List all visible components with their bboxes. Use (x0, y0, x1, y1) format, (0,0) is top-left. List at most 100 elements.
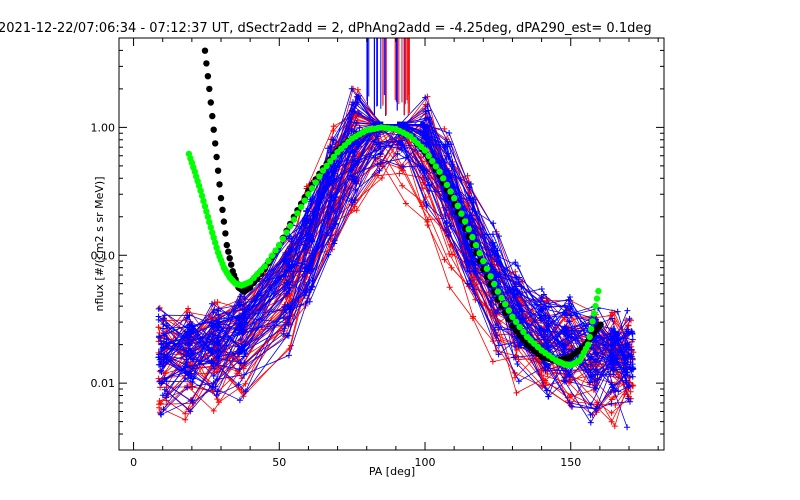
trace-marker (542, 367, 549, 374)
trace-marker (215, 347, 222, 354)
x-tick-label-0: 0 (130, 456, 137, 469)
trace-marker (443, 219, 450, 226)
trace-marker (401, 121, 408, 128)
trace-marker (624, 307, 631, 314)
trace-marker (471, 261, 478, 267)
trace-marker (349, 157, 356, 164)
trace-marker (327, 203, 334, 210)
trace-marker (544, 387, 551, 394)
trace-marker (242, 388, 249, 395)
trace-marker (189, 399, 196, 406)
trace-marker (328, 192, 335, 199)
fit-point-1 (212, 239, 219, 246)
fit-point-1 (272, 247, 279, 254)
blue-trace-50 (160, 153, 628, 428)
trace-marker (592, 349, 599, 356)
trace-marker (513, 309, 520, 316)
fit-point-1 (197, 187, 204, 194)
fit-point-1 (443, 181, 451, 189)
trace-marker (376, 167, 383, 174)
trace-marker (302, 231, 309, 238)
trace-marker (587, 419, 594, 426)
trace-marker (538, 294, 545, 301)
trace-marker (241, 295, 248, 302)
fit-point-0 (214, 167, 222, 174)
trace-marker (586, 379, 593, 386)
trace-marker (561, 323, 568, 330)
fit-point-1 (432, 163, 440, 170)
fit-point-1 (283, 229, 290, 236)
trace-marker (235, 381, 242, 388)
fit-point-1 (191, 168, 198, 175)
fit-point-1 (429, 157, 436, 165)
trace-marker (210, 365, 217, 372)
trace-marker (622, 368, 629, 375)
trace-marker (185, 331, 192, 338)
trace-marker (394, 150, 401, 157)
trace-marker (568, 347, 575, 354)
fit-point-0 (212, 140, 219, 147)
fit-point-1 (451, 194, 458, 202)
trace-marker (331, 237, 338, 244)
trace-marker (567, 394, 573, 400)
trace-marker (566, 300, 573, 307)
trace-marker (184, 335, 191, 341)
trace-marker (545, 393, 552, 400)
trace-marker (592, 384, 599, 391)
trace-marker (377, 160, 384, 167)
trace-marker (302, 264, 309, 271)
trace-marker (306, 298, 313, 305)
trace-marker (163, 322, 170, 329)
fit-point-1 (200, 197, 207, 205)
trace-marker (611, 423, 618, 430)
trace-marker (446, 251, 453, 257)
trace-marker (568, 311, 575, 318)
trace-marker (542, 377, 549, 384)
trace-marker (183, 349, 190, 355)
fit-point-1 (261, 263, 268, 270)
trace-marker (468, 281, 475, 288)
trace-marker (183, 369, 190, 376)
trace-marker (615, 388, 622, 395)
blue-trace-38 (158, 131, 630, 386)
trace-marker (544, 371, 551, 377)
trace-marker (449, 211, 455, 217)
fit-point-1 (319, 167, 327, 174)
fit-point-1 (298, 203, 305, 211)
trace-marker (515, 356, 522, 363)
trace-marker (545, 363, 552, 369)
trace-marker (610, 371, 617, 378)
trace-marker (423, 131, 430, 138)
trace-marker (400, 163, 407, 170)
trace-marker (285, 352, 292, 359)
trace-marker (468, 257, 475, 264)
trace-marker (163, 352, 170, 359)
fit-point-1 (207, 224, 214, 231)
trace-marker (351, 203, 358, 210)
trace-marker (399, 137, 406, 144)
trace-marker (155, 361, 162, 368)
fit-point-1 (592, 302, 599, 310)
trace-marker (236, 397, 243, 404)
trace-marker (350, 162, 357, 169)
fit-point-1 (305, 191, 312, 198)
chart-title: 2021-12-22/07:06:34 - 07:12:37 UT, dSect… (0, 21, 652, 36)
trace-marker (625, 382, 632, 389)
trace-marker (331, 170, 338, 177)
trace-marker (399, 182, 406, 189)
trace-marker (353, 120, 360, 127)
trace-marker (444, 150, 451, 157)
trace-marker (354, 86, 361, 93)
fit-point-1 (454, 202, 461, 209)
trace-marker (519, 308, 526, 315)
trace-marker (423, 201, 430, 207)
fit-point-0 (225, 248, 232, 255)
trace-marker (303, 289, 310, 296)
trace-marker (591, 378, 598, 385)
trace-marker (283, 290, 290, 297)
trace-marker (516, 274, 522, 281)
trace-marker (422, 108, 429, 115)
blue-trace-45 (164, 146, 626, 412)
trace-marker (608, 409, 615, 416)
trace-marker (396, 170, 403, 177)
